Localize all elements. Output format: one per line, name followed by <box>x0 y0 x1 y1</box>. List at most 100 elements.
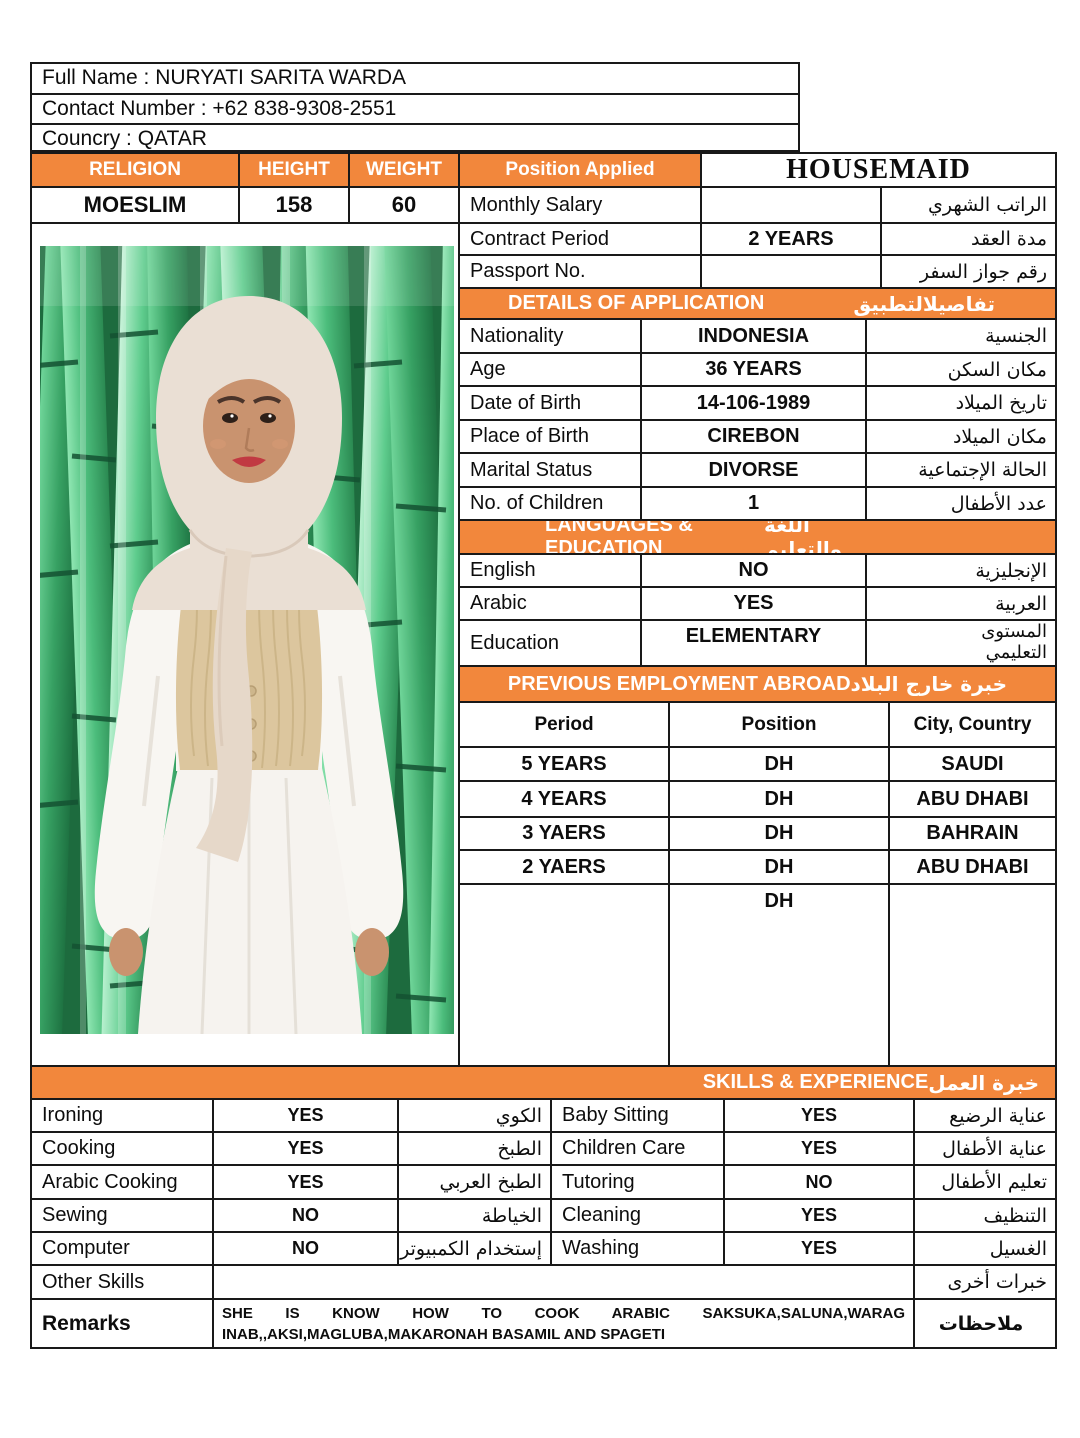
ironing-label: Ironing <box>32 1100 214 1133</box>
place-of-birth-label: Place of Birth <box>460 421 642 454</box>
arabic-label-ar: العربية <box>867 588 1057 621</box>
details-section-band: DETAILS OF APPLICATION تفاصيلالتطبيق <box>460 289 1057 320</box>
place-of-birth-label-ar: مكان الميلاد <box>867 421 1057 454</box>
employment-city-3: BAHRAIN <box>890 818 1057 851</box>
languages-title: LANGUAGES & EDUCATION <box>545 521 693 555</box>
employment-position-3: DH <box>670 818 890 851</box>
date-of-birth-label: Date of Birth <box>460 387 642 421</box>
sewing-label-ar: الخياطة <box>399 1200 552 1233</box>
remarks-line-1: SHE IS KNOW HOW TO COOK ARABIC SAKSUKA,S… <box>222 1304 905 1322</box>
marital-status-label-ar: الحالة الإجتماعية <box>867 454 1057 488</box>
passport-no-value <box>702 256 882 289</box>
monthly-salary-label: Monthly Salary <box>460 188 702 224</box>
arabic-value: YES <box>642 588 867 621</box>
children-care-value: YES <box>725 1133 915 1166</box>
skills-title: SKILLS & EXPERIENCE <box>702 1071 929 1093</box>
remarks-line-2: INAB,,AKSI,MAGLUBA,MAKARONAH BASAMIL AND… <box>222 1325 666 1343</box>
employment-title: PREVIOUS EMPLOYMENT ABROAD <box>507 672 851 695</box>
position-value: HOUSEMAID <box>702 154 1057 188</box>
monthly-salary-label-ar: الراتب الشهري <box>882 188 1057 224</box>
remarks-text: SHE IS KNOW HOW TO COOK ARABIC SAKSUKA,S… <box>214 1300 915 1349</box>
employment-city-1: SAUDI <box>890 748 1057 782</box>
employment-city-5 <box>890 885 1057 1067</box>
arabic-label: Arabic <box>460 588 642 621</box>
languages-section-band: LANGUAGES & EDUCATION اللغة والتعليم <box>460 521 1057 555</box>
city-country-column-header: City, Country <box>890 703 1057 748</box>
remarks-label-ar: ملاحظات <box>915 1300 1057 1349</box>
ironing-value: YES <box>214 1100 399 1133</box>
religion-value: MOESLIM <box>32 188 240 224</box>
contract-period-value: 2 YEARS <box>702 224 882 256</box>
washing-label-ar: الغسيل <box>915 1233 1057 1266</box>
english-value: NO <box>642 555 867 588</box>
cleaning-label: Cleaning <box>552 1200 725 1233</box>
employment-period-5 <box>460 885 670 1067</box>
place-of-birth-value: CIREBON <box>642 421 867 454</box>
children-label-ar: عدد الأطفال <box>867 488 1057 521</box>
marital-status-value: DIVORSE <box>642 454 867 488</box>
applicant-photo <box>40 246 454 1034</box>
english-label: English <box>460 555 642 588</box>
ironing-label-ar: الكوي <box>399 1100 552 1133</box>
weight-value: 60 <box>350 188 460 224</box>
baby-sitting-label-ar: عناية الرضيع <box>915 1100 1057 1133</box>
other-skills-value <box>214 1266 915 1300</box>
passport-no-label: Passport No. <box>460 256 702 289</box>
education-value: ELEMENTARY <box>642 621 867 667</box>
nationality-value: INDONESIA <box>642 320 867 354</box>
cooking-label: Cooking <box>32 1133 214 1166</box>
tutoring-label: Tutoring <box>552 1166 725 1200</box>
passport-no-label-ar: رقم جواز السفر <box>882 256 1057 289</box>
position-applied-header: Position Applied <box>460 154 702 188</box>
skills-section-band: SKILLS & EXPERIENCE خبرة العمل <box>32 1067 1057 1100</box>
marital-status-label: Marital Status <box>460 454 642 488</box>
skills-title-ar: خبرة العمل <box>928 1070 1039 1095</box>
employment-period-1: 5 YEARS <box>460 748 670 782</box>
contract-period-label-ar: مدة العقد <box>882 224 1057 256</box>
full-name-line: Full Name : NURYATI SARITA WARDA <box>32 64 798 95</box>
tutoring-label-ar: تعليم الأطفال <box>915 1166 1057 1200</box>
washing-value: YES <box>725 1233 915 1266</box>
country-line: Councry : QATAR <box>42 127 207 151</box>
application-table: RELIGION HEIGHT WEIGHT Position Applied … <box>30 152 1057 1349</box>
washing-label: Washing <box>552 1233 725 1266</box>
education-label-ar-text: المستوى التعليمي <box>981 621 1047 663</box>
education-label-ar: المستوى التعليمي <box>867 621 1057 667</box>
employment-period-4: 2 YAERS <box>460 851 670 885</box>
tutoring-value: NO <box>725 1166 915 1200</box>
computer-label-ar: إستخدام الكمبيوتر <box>399 1233 552 1266</box>
monthly-salary-value <box>702 188 882 224</box>
date-of-birth-label-ar: تاريخ الميلاد <box>867 387 1057 421</box>
arabic-cooking-label: Arabic Cooking <box>32 1166 214 1200</box>
period-column-header: Period <box>460 703 670 748</box>
details-title: DETAILS OF APPLICATION <box>508 292 765 314</box>
age-label-ar: مكان السكن <box>867 354 1057 387</box>
other-skills-label: Other Skills <box>32 1266 214 1300</box>
identity-box: Full Name : NURYATI SARITA WARDA Contact… <box>30 62 800 152</box>
arabic-cooking-label-ar: الطبخ العربي <box>399 1166 552 1200</box>
cleaning-label-ar: التنظيف <box>915 1200 1057 1233</box>
religion-header: RELIGION <box>32 154 240 188</box>
employment-period-2: 4 YEARS <box>460 782 670 818</box>
date-of-birth-value: 14-106-1989 <box>642 387 867 421</box>
employment-position-1: DH <box>670 748 890 782</box>
nationality-label: Nationality <box>460 320 642 354</box>
contract-period-label: Contract Period <box>460 224 702 256</box>
baby-sitting-value: YES <box>725 1100 915 1133</box>
computer-value: NO <box>214 1233 399 1266</box>
employment-title-ar: خبرة خارج البلاد <box>850 672 1008 696</box>
employment-city-2: ABU DHABI <box>890 782 1057 818</box>
nationality-label-ar: الجنسية <box>867 320 1057 354</box>
children-value: 1 <box>642 488 867 521</box>
arabic-cooking-value: YES <box>214 1166 399 1200</box>
remarks-label: Remarks <box>32 1300 214 1349</box>
details-title-ar: تفاصيلالتطبيق <box>853 291 995 316</box>
position-column-header: Position <box>670 703 890 748</box>
weight-header: WEIGHT <box>350 154 460 188</box>
other-skills-label-ar: خبرات أخرى <box>915 1266 1057 1300</box>
baby-sitting-label: Baby Sitting <box>552 1100 725 1133</box>
children-care-label-ar: عناية الأطفال <box>915 1133 1057 1166</box>
age-label: Age <box>460 354 642 387</box>
sewing-value: NO <box>214 1200 399 1233</box>
